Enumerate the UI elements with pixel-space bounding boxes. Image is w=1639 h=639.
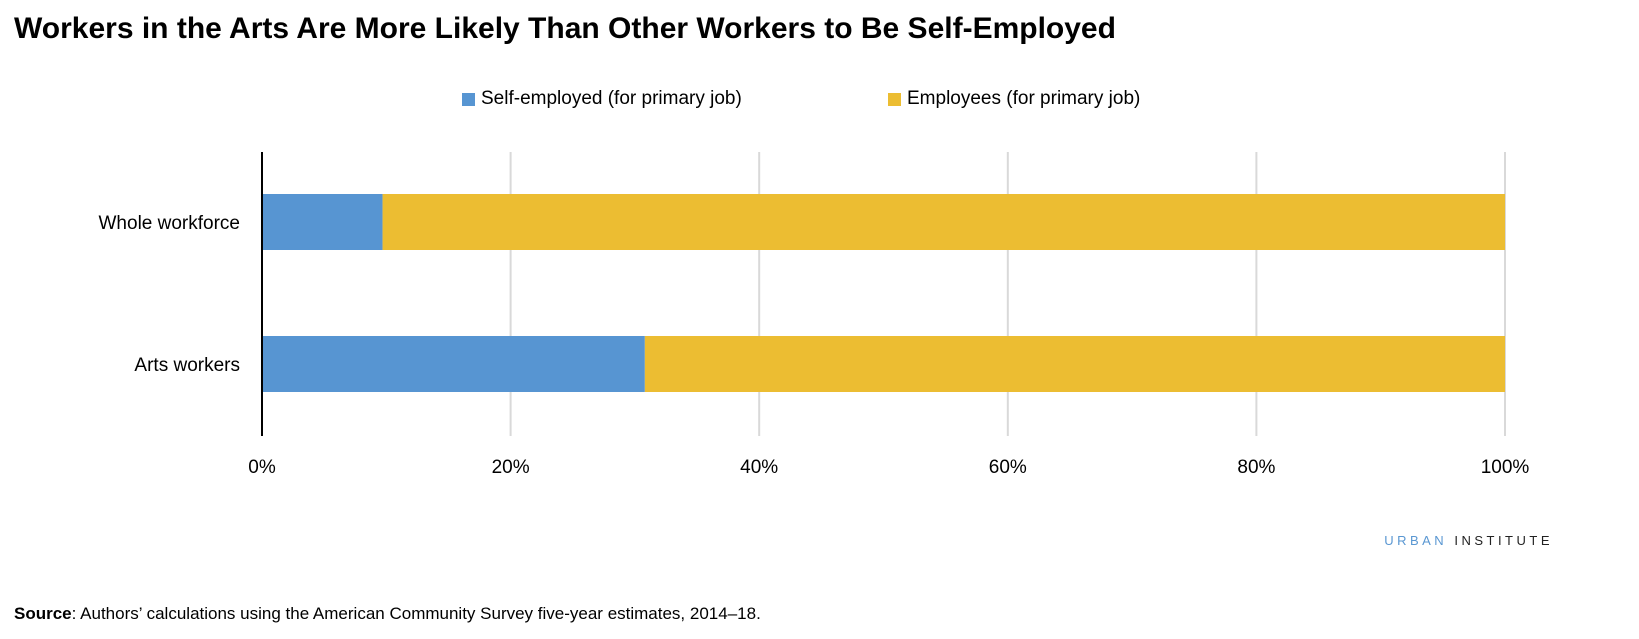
legend-label: Self-employed (for primary job) bbox=[481, 88, 742, 109]
x-tick-label: 60% bbox=[989, 457, 1027, 478]
x-tick-label: 20% bbox=[492, 457, 530, 478]
x-tick-label: 0% bbox=[248, 457, 276, 478]
bar-employees bbox=[644, 336, 1505, 392]
category-label: Arts workers bbox=[134, 355, 240, 376]
legend-item-self-employed: Self-employed (for primary job) bbox=[462, 88, 742, 110]
legend-swatch bbox=[462, 92, 475, 106]
legend-label: Employees (for primary job) bbox=[907, 88, 1141, 109]
legend-item-employees: Employees (for primary job) bbox=[888, 88, 1140, 110]
urban-institute-logo: URBAN INSTITUTE bbox=[1384, 533, 1553, 548]
chart-title: Workers in the Arts Are More Likely Than… bbox=[14, 12, 1116, 45]
bar-self-employed bbox=[262, 194, 383, 250]
x-tick-label: 40% bbox=[740, 457, 778, 478]
bar-self-employed bbox=[262, 336, 645, 392]
bar-employees bbox=[382, 194, 1505, 250]
category-label: Whole workforce bbox=[99, 213, 241, 234]
legend-swatch bbox=[888, 92, 901, 106]
source-note: Source: Authors’ calculations using the … bbox=[14, 604, 761, 623]
x-tick-label: 80% bbox=[1237, 457, 1275, 478]
x-tick-label: 100% bbox=[1481, 457, 1530, 478]
